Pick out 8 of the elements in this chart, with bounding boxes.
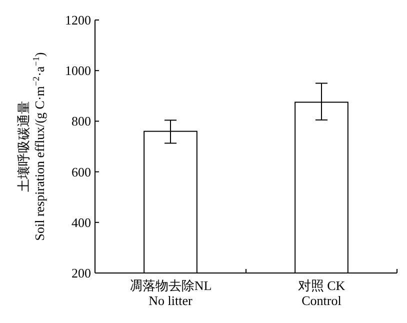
y-tick-label: 1000 bbox=[65, 63, 91, 78]
y-tick-label: 800 bbox=[72, 114, 91, 129]
x-tick-label: 凋落物去除NL No litter bbox=[129, 278, 212, 308]
y-tick-label: 400 bbox=[72, 214, 91, 230]
y-tick-label: 600 bbox=[72, 164, 91, 180]
x-tick-label: 对照 CK Control bbox=[298, 278, 346, 308]
y-tick-label: 200 bbox=[72, 266, 91, 280]
y-tick-label: 1200 bbox=[65, 12, 91, 28]
